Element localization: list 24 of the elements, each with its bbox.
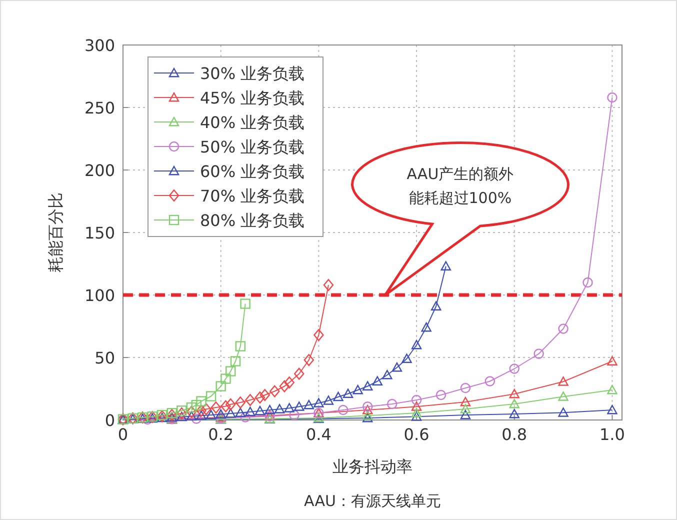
legend-label: 45% 业务负载 <box>200 88 305 108</box>
legend-label: 80% 业务负载 <box>200 211 305 230</box>
x-tick-label: 0 <box>118 425 128 444</box>
legend-label: 40% 业务负载 <box>200 113 305 132</box>
legend-label: 60% 业务负载 <box>200 162 305 181</box>
annotation: AAU产生的额外能耗超过100% <box>406 165 514 207</box>
x-tick-label: 0.4 <box>306 425 332 444</box>
y-tick-label: 200 <box>84 161 115 180</box>
x-tick-label: 1.0 <box>599 425 625 444</box>
legend-label: 70% 业务负载 <box>200 186 305 206</box>
y-tick-label: 100 <box>84 286 115 305</box>
y-tick-label: 300 <box>84 36 115 55</box>
text: AAU：有源天线单元 <box>304 492 441 510</box>
x-tick-label: 0.6 <box>404 425 430 444</box>
legend-label: 50% 业务负载 <box>200 138 305 156</box>
y-axis-title: 耗能百分比 <box>46 192 65 272</box>
x-axis-title: 业务抖动率 <box>332 457 412 476</box>
legend-label: 30% 业务负载 <box>200 64 305 83</box>
x-tick-label: 0.2 <box>208 425 234 444</box>
y-tick-label: 0 <box>104 411 115 430</box>
y-tick-label: 150 <box>84 224 115 242</box>
y-tick-label: 250 <box>84 98 115 118</box>
y-tick-label: 50 <box>94 348 115 368</box>
x-tick-label: 0.8 <box>502 425 528 444</box>
